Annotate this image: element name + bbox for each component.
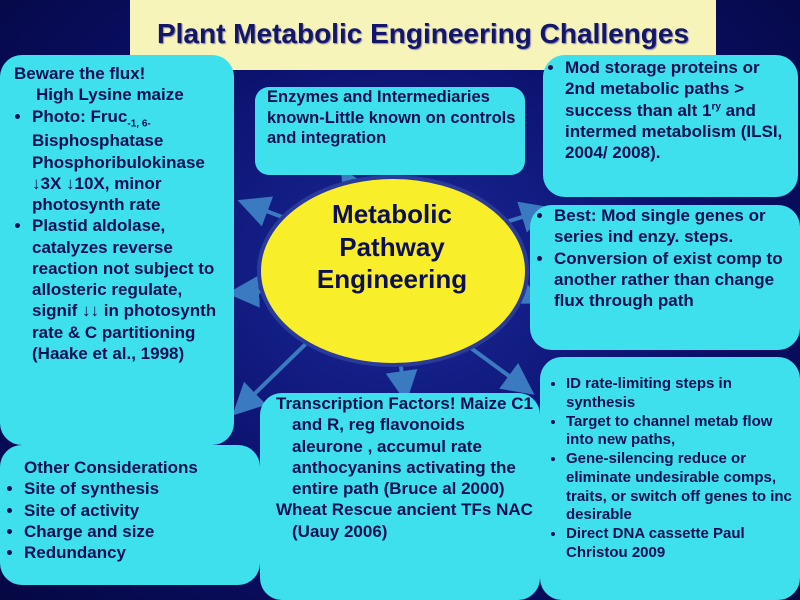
text: Mod storage proteins or 2nd metabolic pa… — [565, 58, 760, 120]
title: Plant Metabolic Engineering Challenges — [156, 18, 690, 49]
bullet: Plastid aldolase, catalyzes reverse reac… — [32, 215, 228, 364]
best-box: Best: Mod single genes or series ind enz… — [530, 205, 800, 350]
bullet-list: Best: Mod single genes or series ind enz… — [536, 205, 792, 311]
bullet: Gene-silencing reduce or eliminate undes… — [566, 450, 792, 525]
storage-box: Mod storage proteins or 2nd metabolic pa… — [543, 55, 798, 197]
box-subtitle: High Lysine maize — [36, 85, 184, 105]
other-box: Other Considerations Site of synthesis S… — [0, 445, 260, 585]
center-label: Metabolic Pathway Engineering — [316, 199, 468, 294]
text: and intermed metabolism (ILSI, 2004/ 200… — [565, 100, 783, 163]
bullet: Direct DNA cassette Paul Christou 2009 — [566, 525, 792, 563]
text: Bisphosphatase Phosphoribulokinase ↓3X ↓… — [32, 131, 205, 215]
bullet: ID rate-limiting steps in synthesis — [566, 375, 792, 413]
bullet: Photo: Fruc-1, 6- Bisphosphatase Phospho… — [32, 106, 228, 216]
text: Plastid aldolase, catalyzes reverse reac… — [32, 216, 217, 363]
bullet: Charge and size — [24, 521, 254, 542]
bullet: Redundancy — [24, 542, 254, 563]
transcription-box: Transcription Factors! Maize C1 and R, r… — [260, 393, 540, 600]
bullet: Conversion of exist comp to another rath… — [554, 248, 792, 312]
paragraph: Wheat Rescue ancient TFs NAC (Uauy 2006) — [276, 500, 533, 541]
bullet: Best: Mod single genes or series ind enz… — [554, 205, 792, 248]
flux-box: Beware the flux! High Lysine maize Photo… — [0, 55, 234, 445]
bullet: Site of activity — [24, 500, 254, 521]
bullet: Mod storage proteins or 2nd metabolic pa… — [565, 57, 790, 163]
bullet-list: ID rate-limiting steps in synthesis Targ… — [548, 375, 792, 563]
bullet: Target to channel metab flow into new pa… — [566, 413, 792, 451]
bullet-list: Site of synthesis Site of activity Charg… — [6, 478, 254, 563]
box-text: Enzymes and Intermediaries known-Little … — [267, 88, 516, 148]
enzymes-box: Enzymes and Intermediaries known-Little … — [255, 87, 525, 175]
text: Photo: Fruc — [32, 106, 128, 126]
box-title: Beware the flux! — [14, 64, 146, 83]
paragraph: Transcription Factors! Maize C1 and R, r… — [276, 394, 533, 498]
bullet-list: Mod storage proteins or 2nd metabolic pa… — [547, 57, 790, 163]
superscript: ry — [711, 100, 721, 112]
rate-box: ID rate-limiting steps in synthesis Targ… — [540, 357, 800, 600]
bullet: Site of synthesis — [24, 478, 254, 499]
bullet-list: Photo: Fruc-1, 6- Bisphosphatase Phospho… — [14, 106, 228, 365]
center-ellipse — [257, 175, 529, 367]
subscript: -1, 6- — [127, 117, 151, 129]
box-title: Other Considerations — [24, 458, 198, 477]
